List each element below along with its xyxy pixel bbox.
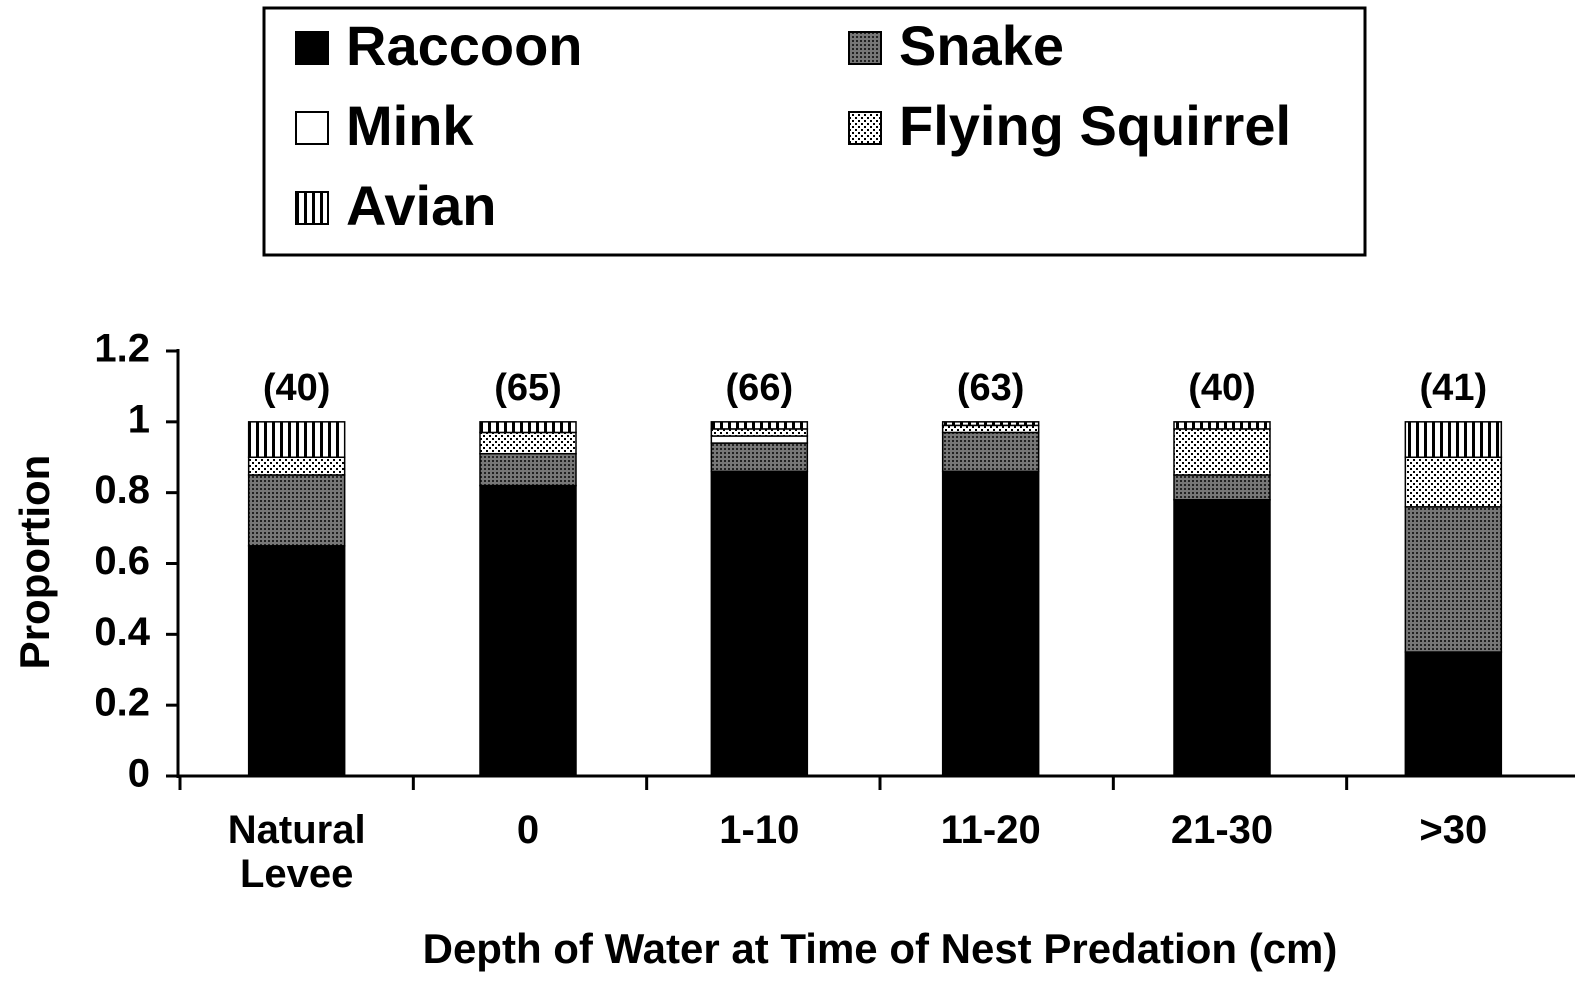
bar-segment xyxy=(710,442,809,473)
bar-segment xyxy=(479,484,577,777)
bar-annotation: (66) xyxy=(726,367,794,409)
legend-swatch xyxy=(295,111,329,145)
bar-segment xyxy=(1173,428,1271,476)
legend-label: Avian xyxy=(346,174,496,237)
legend-label: Flying Squirrel xyxy=(899,94,1291,157)
bar-segment xyxy=(710,428,809,437)
y-tick-label: 1 xyxy=(128,397,150,441)
bar-annotation: (40) xyxy=(1188,367,1256,409)
y-tick-label: 0.2 xyxy=(94,681,150,725)
bar-annotation: (40) xyxy=(263,367,331,409)
bar-segment xyxy=(1173,421,1271,430)
bar-segment xyxy=(941,424,1040,434)
y-tick-label: 1.2 xyxy=(94,327,150,371)
bar-annotation: (65) xyxy=(494,367,562,409)
bar-annotation: (63) xyxy=(957,367,1025,409)
x-tick-label: 21-30 xyxy=(1170,808,1274,852)
legend-label: Raccoon xyxy=(346,14,583,77)
bar-segment xyxy=(1404,651,1503,777)
bar-segment xyxy=(941,470,1040,777)
bar-segment xyxy=(1404,421,1503,459)
bar-segment xyxy=(247,456,346,476)
y-tick-label: 0.8 xyxy=(94,468,150,512)
bar-segment xyxy=(479,452,577,487)
bar-segment xyxy=(247,474,346,547)
legend-swatch xyxy=(295,31,329,65)
legend-label: Snake xyxy=(899,14,1064,77)
legend-swatch xyxy=(295,191,329,225)
bar-segment xyxy=(1404,506,1503,653)
legend-label: Mink xyxy=(346,94,474,157)
legend-box xyxy=(262,6,1367,257)
bar-segment xyxy=(941,421,1040,427)
x-tick-label: >30 xyxy=(1419,808,1488,852)
x-tick-label: Natural Levee xyxy=(227,808,366,896)
x-tick-label: 11-20 xyxy=(940,808,1041,852)
bar-segment xyxy=(479,431,577,455)
y-axis-label: Proportion xyxy=(11,455,58,670)
bar-segment xyxy=(479,421,577,434)
bar-segment xyxy=(710,470,809,777)
bar-segment xyxy=(247,421,346,459)
bar-segment xyxy=(247,545,346,777)
y-tick-label: 0 xyxy=(128,752,150,796)
y-tick-label: 0.4 xyxy=(94,610,150,654)
x-axis-label: Depth of Water at Time of Nest Predation… xyxy=(423,925,1338,972)
bar-segment xyxy=(710,421,809,430)
bar-segment xyxy=(710,435,809,444)
legend-swatch xyxy=(848,31,882,65)
y-tick-label: 0.6 xyxy=(94,539,150,583)
bar-segment xyxy=(1404,456,1503,508)
bar-segment xyxy=(941,431,1040,473)
bar-segment xyxy=(1173,474,1271,501)
legend-swatch xyxy=(848,111,882,145)
bar-segment xyxy=(1173,499,1271,777)
bar-annotation: (41) xyxy=(1420,367,1488,409)
x-tick-label: 0 xyxy=(516,808,540,852)
x-tick-label: 1-10 xyxy=(719,808,800,852)
